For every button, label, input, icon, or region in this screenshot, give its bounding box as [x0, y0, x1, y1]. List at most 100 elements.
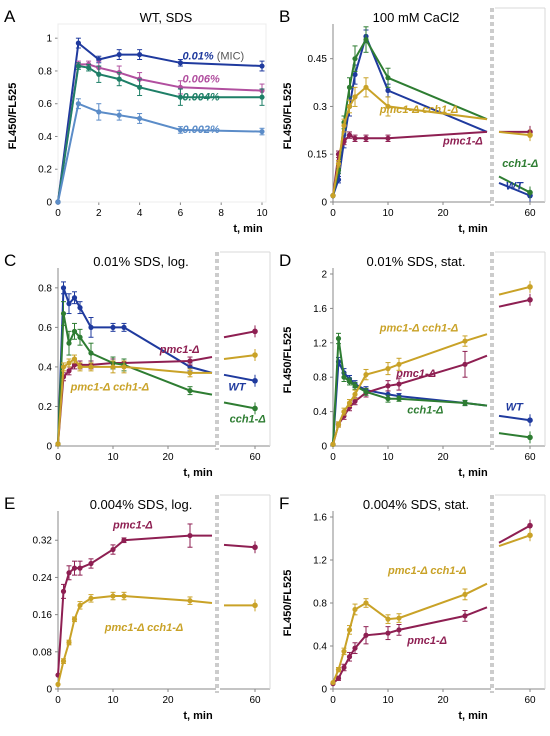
data-point [55, 199, 61, 205]
data-point [55, 681, 61, 687]
panel-letter: A [4, 7, 16, 26]
data-point [352, 645, 358, 651]
tail-line [223, 330, 256, 339]
data-point [60, 588, 67, 594]
data-point [66, 340, 72, 346]
data-point [121, 364, 127, 370]
data-point [88, 560, 94, 567]
data-point [121, 537, 127, 543]
panel-A: A WT, SDS 0 0.2 0.4 0.6 0.8 1 0 2 4 6 8 10 t, min FL450… [0, 0, 275, 244]
y-tick-label: 0.45 [308, 54, 328, 65]
series-label: pmc1-Δ cch1-Δ [379, 104, 459, 116]
data-point [77, 565, 83, 571]
data-point [462, 613, 468, 619]
y-tick-label: 0.2 [38, 165, 52, 176]
series-label-main: 0.006% [182, 73, 220, 85]
x-tick-label: 10 [107, 452, 119, 463]
data-point [385, 616, 391, 622]
data-point [75, 40, 81, 46]
data-point [385, 630, 391, 636]
data-point [121, 593, 127, 599]
series-label-main: cch1-Δ [230, 413, 266, 425]
series-label: pmc1-Δ [112, 520, 153, 532]
data-point [462, 361, 468, 367]
series-label: pmc1-Δ [159, 344, 200, 356]
series-line [332, 582, 488, 683]
data-point [330, 193, 336, 199]
x-tick-label: 4 [137, 208, 143, 219]
data-point [335, 161, 342, 167]
x-tick-label: 20 [437, 695, 449, 706]
data-point [60, 285, 67, 291]
y-tick-label: 1.2 [313, 338, 327, 349]
x-axis-label: t, min [183, 710, 213, 722]
series-label: pmc1-Δ cch1-Δ [70, 382, 150, 394]
panel-letter: E [4, 494, 15, 513]
data-point [385, 103, 391, 110]
data-point [341, 648, 347, 654]
data-point [96, 71, 102, 77]
tail-line [498, 175, 531, 194]
y-tick-label: 0.15 [308, 150, 328, 161]
series-label: 0.01% (MIC) [182, 50, 244, 62]
data-point [346, 627, 353, 633]
series-line [332, 606, 488, 685]
data-point [341, 374, 347, 380]
x-tick-label: 0 [330, 208, 336, 219]
data-point [335, 335, 342, 342]
panel-F: F 0.004% SDS, stat. 0 0.4 0.8 1.2 1.6 0 10 20 t, m… [275, 487, 550, 731]
panel-letter: C [4, 251, 16, 270]
series-label-main: 0.004% [182, 91, 220, 103]
data-point [335, 667, 342, 673]
panel-letter: D [279, 251, 291, 270]
x-tick-label-right: 60 [524, 452, 536, 463]
series-label: pmc1-Δ [406, 635, 447, 647]
x-tick-label: 0 [330, 452, 336, 463]
data-point [352, 56, 358, 62]
data-point [341, 122, 347, 129]
panel-D: D 0.01% SDS, stat. 0 0.4 0.8 1.2 1.6 2 0 10 20 t, m… [275, 244, 550, 488]
data-point [116, 51, 122, 58]
data-point [121, 324, 127, 330]
plot-frame [57, 23, 267, 203]
series-line [57, 357, 212, 445]
series-3 [55, 349, 258, 447]
y-tick-label: 0.4 [313, 407, 327, 418]
series-label: WT [506, 180, 524, 192]
data-point [335, 421, 342, 428]
series-label-main: pmc1-Δ [112, 520, 153, 532]
data-point [66, 301, 72, 307]
tail-line [498, 298, 531, 308]
chart-b: B 100 mM CaCl2 0 0.15 0.3 0.45 0 10 20 t, min FL45… [279, 7, 546, 235]
data-point [77, 334, 83, 340]
x-tick-label: 10 [382, 695, 394, 706]
data-point [66, 639, 72, 646]
data-point [396, 361, 402, 367]
data-point [187, 358, 193, 364]
y-tick-label: 0.8 [38, 283, 52, 294]
series-1 [330, 529, 533, 686]
data-point [352, 398, 358, 404]
data-point [352, 383, 358, 389]
data-point [71, 328, 78, 334]
data-point [137, 51, 143, 58]
series-label: pmc1-Δ cch1-Δ [379, 323, 459, 335]
data-point [385, 396, 391, 402]
chart-c: C 0.01% SDS, log. 0 0.2 0.4 0.6 0.8 0 10 20 t, min… [4, 251, 271, 479]
series-line [57, 534, 212, 676]
chart-title: WT, SDS [140, 10, 193, 25]
tail-line [223, 373, 256, 382]
data-point [88, 364, 94, 370]
x-tick-label: 10 [382, 452, 394, 463]
y-axis-label: FL450/FL525 [282, 83, 294, 150]
data-point [187, 364, 193, 370]
data-point [259, 63, 265, 69]
y-tick-label: 0.3 [313, 102, 327, 113]
tail-line [498, 432, 531, 439]
data-point [396, 627, 402, 633]
data-point [60, 658, 67, 664]
series-3 [330, 77, 533, 199]
y-tick-label: 0.2 [38, 402, 52, 413]
series-label-main: pmc1-Δ cch1-Δ [104, 622, 184, 634]
series-line [57, 595, 213, 685]
